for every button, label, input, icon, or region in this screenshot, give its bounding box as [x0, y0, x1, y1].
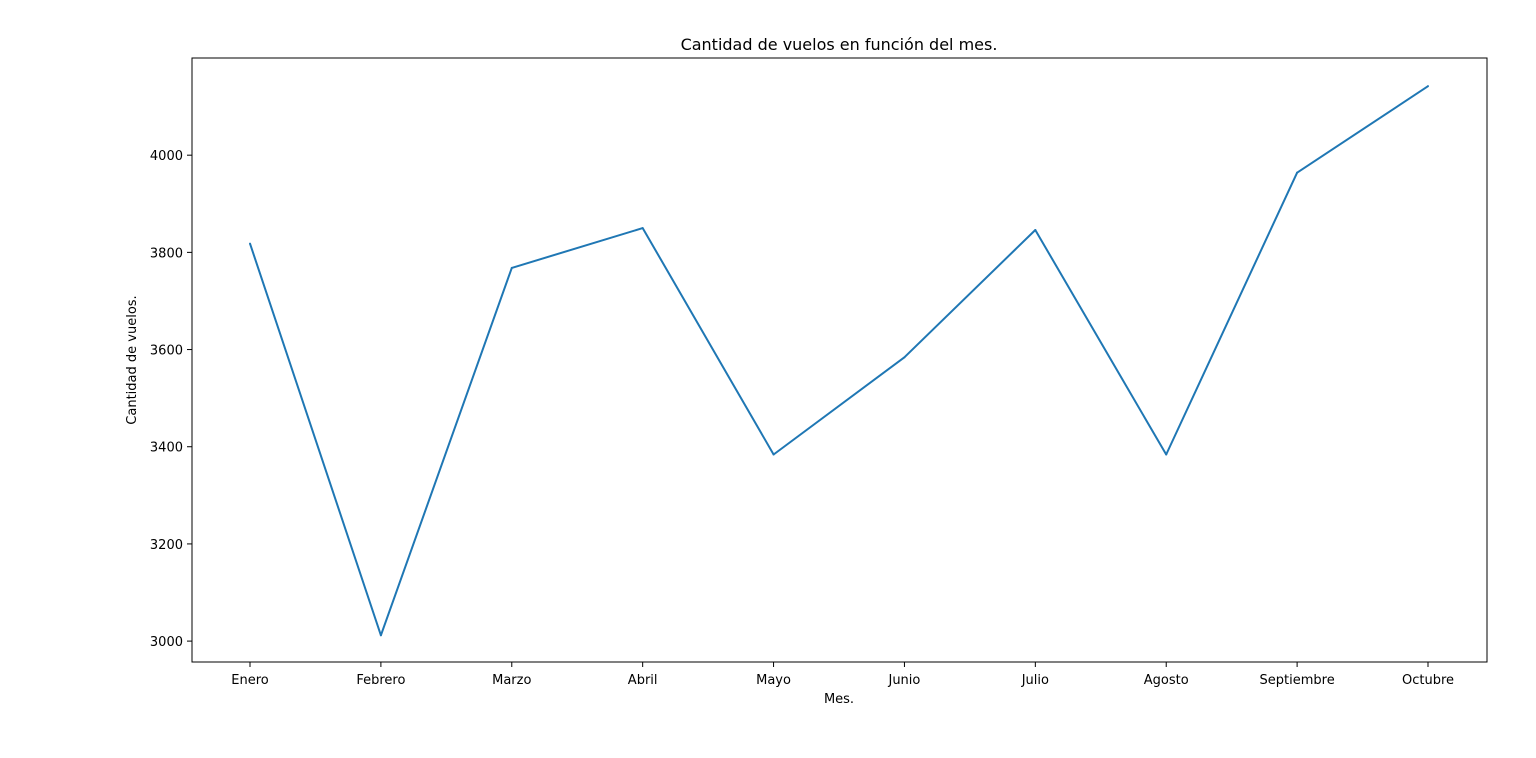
data-point	[379, 634, 382, 637]
y-tick-label: 3200	[150, 538, 183, 553]
x-tick-label: Julio	[1021, 673, 1049, 688]
data-point	[1427, 85, 1429, 88]
data-point	[903, 356, 906, 359]
y-tick-label: 3800	[150, 246, 183, 261]
plot-frame	[191, 57, 1488, 663]
y-axis-label: Cantidad de vuelos.	[125, 295, 140, 424]
x-tick-label: Octubre	[1402, 673, 1454, 688]
y-tick-label: 3400	[150, 441, 183, 456]
y-tick-label: 3600	[150, 344, 183, 359]
x-tick-label: Junio	[887, 673, 920, 688]
x-tick-label: Enero	[231, 673, 269, 688]
data-point	[1034, 229, 1037, 232]
x-tick-label: Febrero	[356, 673, 405, 688]
y-tick-label: 4000	[150, 149, 183, 164]
data-point	[510, 266, 513, 269]
plot-area: Enero Febrero Marzo Abril Mayo Junio Julio Agos…	[150, 57, 1488, 688]
series-line	[249, 85, 1429, 637]
chart-title: Cantidad de vuelos en función del mes.	[681, 35, 998, 54]
x-tick-label: Mayo	[756, 673, 791, 688]
data-point	[641, 227, 644, 230]
x-tick-label: Septiembre	[1260, 673, 1335, 688]
data-point	[1296, 171, 1299, 174]
data-point	[1165, 453, 1168, 456]
x-axis-label: Mes.	[824, 692, 854, 707]
x-tick-label: Marzo	[492, 673, 531, 688]
x-tick-label: Agosto	[1144, 673, 1189, 688]
data-point	[249, 242, 251, 245]
data-point	[772, 453, 775, 456]
y-tick-label: 3000	[150, 635, 183, 650]
x-tick-label: Abril	[628, 673, 658, 688]
